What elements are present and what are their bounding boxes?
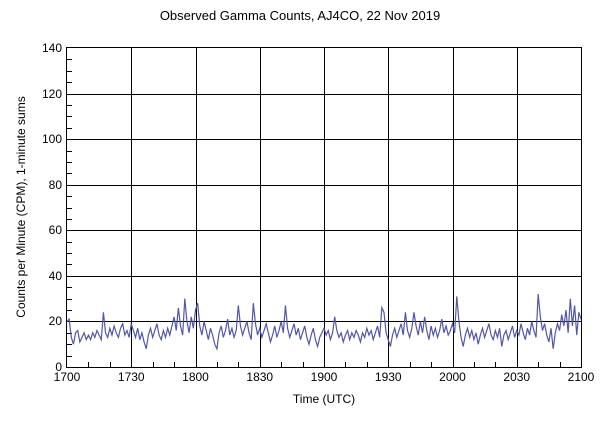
- y-tick-label: 0: [55, 360, 62, 374]
- y-tick-label: 120: [41, 86, 62, 101]
- x-tick-label: 1730: [117, 370, 145, 384]
- gamma-counts-data-line: [67, 294, 581, 351]
- y-tick-label: 20: [48, 314, 62, 329]
- y-tick-label: 80: [48, 177, 62, 192]
- data-line-chart: [67, 48, 581, 367]
- x-tick-label: 1930: [374, 370, 402, 384]
- x-axis-label: Time (UTC): [292, 392, 356, 406]
- y-tick-label: 100: [41, 132, 62, 147]
- plot-area: [66, 47, 582, 368]
- y-tick-label: 60: [48, 223, 62, 238]
- x-tick-label: 2030: [503, 370, 531, 384]
- y-tick-label: 40: [48, 268, 62, 283]
- x-tick-label: 2000: [439, 370, 466, 384]
- x-tick-label: 1900: [310, 370, 338, 384]
- x-tick-label: 2100: [567, 370, 595, 384]
- x-tick-label: 1830: [246, 370, 274, 384]
- y-axis-label: Counts per Minute (CPM), 1-minute sums: [14, 96, 28, 318]
- x-tick-label: 1700: [53, 370, 81, 384]
- y-tick-label: 140: [41, 41, 62, 55]
- chart-title: Observed Gamma Counts, AJ4CO, 22 Nov 201…: [159, 8, 441, 23]
- x-tick-label: 1800: [182, 370, 209, 384]
